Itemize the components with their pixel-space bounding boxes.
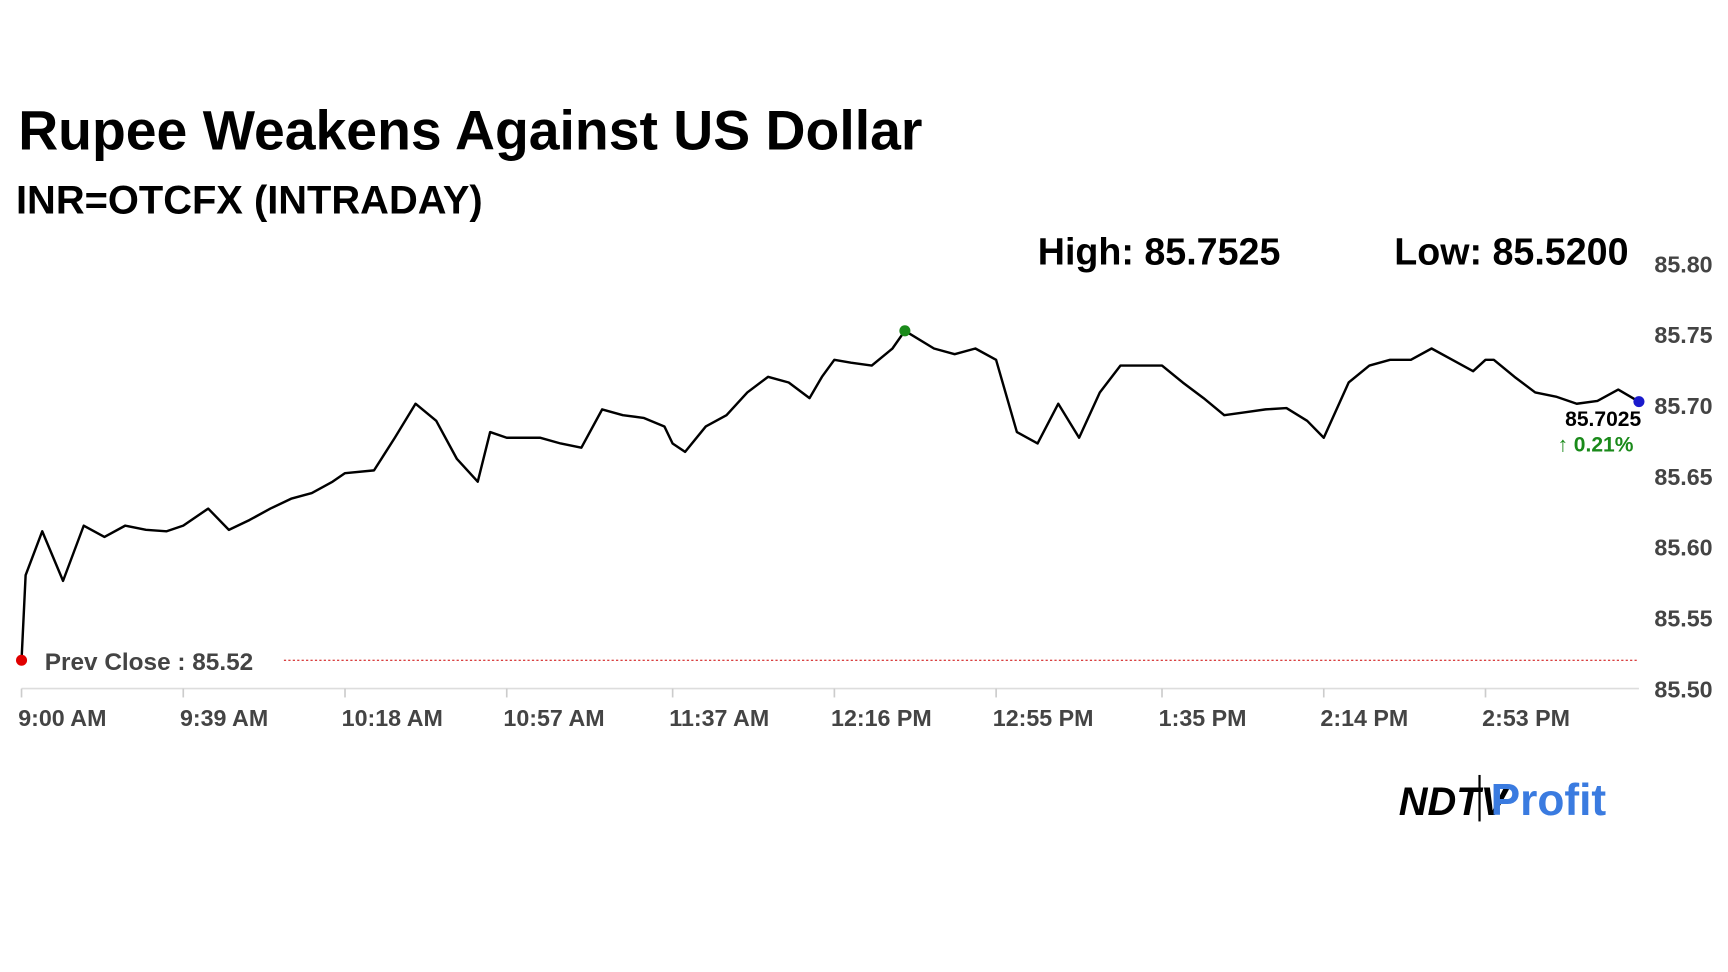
x-tick-label: 2:53 PM bbox=[1482, 705, 1570, 731]
x-tick-label: 12:55 PM bbox=[993, 705, 1094, 731]
high-dot bbox=[899, 325, 911, 337]
y-tick-label: 85.80 bbox=[1654, 251, 1712, 277]
last-value-label: 85.7025 bbox=[1565, 408, 1641, 431]
x-tick-label: 9:00 AM bbox=[18, 705, 106, 731]
chart-title: Rupee Weakens Against US Dollar bbox=[18, 99, 922, 161]
logo-left: NDTV bbox=[1399, 780, 1511, 824]
y-tick-label: 85.65 bbox=[1654, 464, 1712, 490]
y-tick-label: 85.60 bbox=[1654, 535, 1712, 561]
x-tick-label: 1:35 PM bbox=[1159, 705, 1247, 731]
y-tick-label: 85.75 bbox=[1654, 322, 1712, 348]
price-line bbox=[20, 329, 1640, 661]
x-tick-label: 2:14 PM bbox=[1320, 705, 1408, 731]
high-label: High: 85.7525 bbox=[1038, 231, 1281, 273]
x-tick-label: 10:18 AM bbox=[342, 705, 443, 731]
logo-right: Profit bbox=[1491, 776, 1607, 825]
y-tick-label: 85.50 bbox=[1654, 676, 1712, 702]
x-tick-label: 9:39 AM bbox=[180, 705, 268, 731]
low-dot bbox=[15, 654, 28, 666]
y-tick-label: 85.55 bbox=[1654, 606, 1712, 632]
change-label: ↑ 0.21% bbox=[1557, 433, 1633, 456]
chart-subtitle: INR=OTCFX (INTRADAY) bbox=[16, 179, 483, 223]
y-tick-label: 85.70 bbox=[1654, 393, 1712, 419]
low-label: Low: 85.5200 bbox=[1394, 231, 1628, 273]
x-tick-label: 11:37 AM bbox=[669, 705, 769, 731]
x-tick-label: 10:57 AM bbox=[503, 705, 604, 731]
prev-close-label: Prev Close : 85.52 bbox=[45, 649, 253, 676]
x-tick-label: 12:16 PM bbox=[831, 705, 932, 731]
last-dot bbox=[1633, 396, 1645, 408]
